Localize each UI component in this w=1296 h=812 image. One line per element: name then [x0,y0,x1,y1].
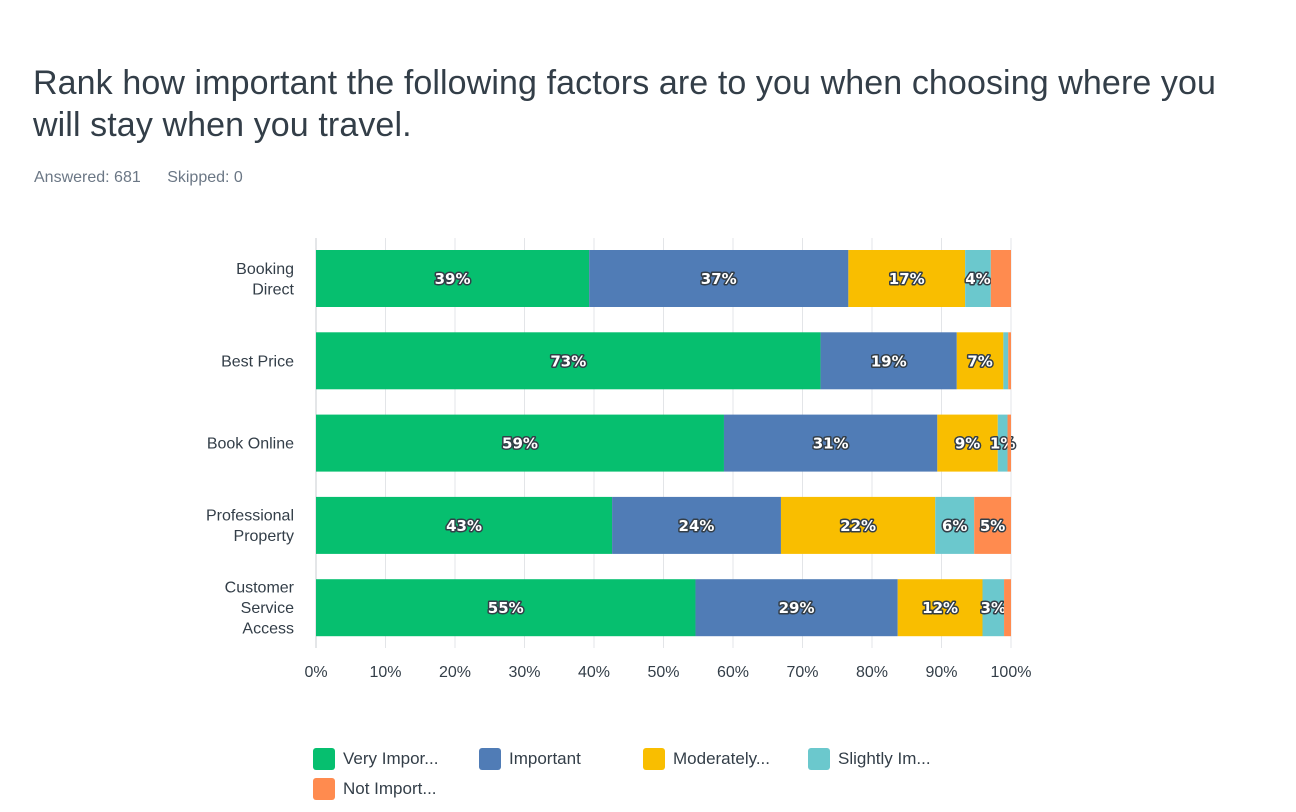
legend-swatch [479,748,501,770]
data-label: 1% [990,435,1015,453]
legend-label: Important [509,749,581,768]
legend-swatch [313,748,335,770]
bar-segment [316,496,613,554]
bar-segment [1004,579,1011,637]
bar-segment [848,250,966,307]
x-tick-label: 80% [856,664,888,681]
bar-segment [990,250,1011,307]
data-label: 4% [965,270,990,288]
legend-swatch [313,778,335,800]
bar-segment [1008,332,1011,390]
data-label: 19% [871,352,907,370]
legend-label: Moderately... [673,749,771,768]
data-label: 37% [701,270,737,288]
bar-segment [723,414,938,472]
data-label: 3% [981,599,1006,617]
category-label: Direct [252,281,294,298]
legend-item[interactable]: Slightly Im... [808,746,931,772]
response-stats: Answered: 681 Skipped: 0 [34,169,265,187]
x-tick-label: 70% [786,664,818,681]
data-label: 43% [446,517,482,535]
bar-segment [982,579,1005,637]
data-label: 6% [942,517,967,535]
answered-count: Answered: 681 [34,169,141,186]
data-label: 9% [955,435,980,453]
x-tick-label: 30% [508,664,540,681]
bar-segment [937,414,998,472]
legend-label: Slightly Im... [838,749,931,768]
x-tick-label: 40% [578,664,610,681]
chart-title: Rank how important the following factors… [33,64,1217,144]
category-label: Best Price [221,353,294,370]
bar-segment [316,414,724,472]
x-tick-label: 90% [925,664,957,681]
category-label: Service [241,600,294,617]
data-label: 24% [679,517,715,535]
bar-segment [695,579,898,637]
bar-segment [1007,414,1011,472]
x-tick-label: 10% [369,664,401,681]
bar-segment [897,579,983,637]
category-label: Access [242,621,294,638]
skipped-count: Skipped: 0 [167,169,243,186]
legend-swatch [643,748,665,770]
category-label: Book Online [207,436,294,453]
data-label: 17% [889,270,925,288]
bar-segment [1003,332,1009,390]
bar-segment [965,250,991,307]
legend-swatch [808,748,830,770]
data-label: 39% [435,270,471,288]
data-label: 55% [488,599,524,617]
bar-segment [974,496,1011,554]
legend-item[interactable]: Not Import... [313,776,437,802]
bar-segment [780,496,936,554]
data-label: 31% [813,435,849,453]
bar-segment [316,579,696,637]
bar-segment [956,332,1004,390]
bar-segment [820,332,957,390]
bar-segment [316,250,590,307]
data-label: 73% [550,352,586,370]
bar-segment [589,250,849,307]
legend-item[interactable]: Moderately... [643,746,770,772]
legend-label: Very Impor... [343,749,439,768]
x-tick-label: 20% [439,664,471,681]
legend-item[interactable]: Very Impor... [313,746,438,772]
x-tick-label: 50% [647,664,679,681]
data-label: 7% [967,352,992,370]
data-label: 29% [779,599,815,617]
data-label: 12% [922,599,958,617]
bar-segment [612,496,781,554]
category-label: Customer [225,580,295,597]
data-label: 59% [502,435,538,453]
x-tick-label: 100% [991,664,1032,681]
data-label: 22% [840,517,876,535]
bar-segment [935,496,975,554]
bar-segment [997,414,1008,472]
x-tick-label: 0% [304,664,327,681]
stacked-bar-chart: 0% 10% 20% 30% 40% 50% 60% 70% 80% 90% 100% Booking… [206,238,1032,681]
category-label: Professional [206,508,294,525]
bar-segment [316,332,821,390]
category-label: Booking [236,261,294,278]
legend-label: Not Import... [343,779,437,798]
data-label: 5% [980,517,1005,535]
x-tick-label: 60% [717,664,749,681]
category-label: Property [234,528,294,545]
legend-item[interactable]: Important [479,746,581,772]
